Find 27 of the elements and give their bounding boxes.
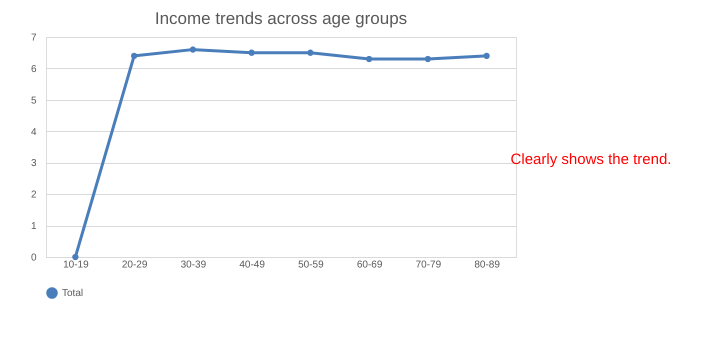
y-tick-label: 7 [30,32,37,44]
x-tick-label: 70-79 [416,260,442,270]
y-tick-label: 4 [30,126,37,138]
point [424,56,432,62]
y-tick-label: 2 [30,190,37,201]
x-tick-label: 50-59 [298,260,324,270]
y-tick-label: 5 [30,95,37,106]
x-tick-label: 30-39 [180,260,207,270]
legend-label: Total [62,288,84,299]
point [130,52,138,60]
x-tick-label: 10-19 [63,260,90,270]
y-tick-label: 0 [30,252,37,264]
y-tick-label: 6 [30,64,37,75]
point [483,52,490,60]
chart-title: Income trends across age groups [154,9,408,28]
point [72,254,79,260]
point [307,50,314,56]
x-tick-label: 40-49 [239,260,266,270]
x-tick-label: 20-29 [122,260,148,270]
x-tick-label: 80-89 [474,260,500,270]
y-tick-label: 3 [30,158,37,170]
point [190,46,196,53]
annotation: Clearly shows the trend. [510,151,672,168]
point [248,50,255,56]
y-tick-label: 1 [30,221,37,232]
x-tick-label: 60-69 [356,260,383,270]
point [366,56,372,62]
